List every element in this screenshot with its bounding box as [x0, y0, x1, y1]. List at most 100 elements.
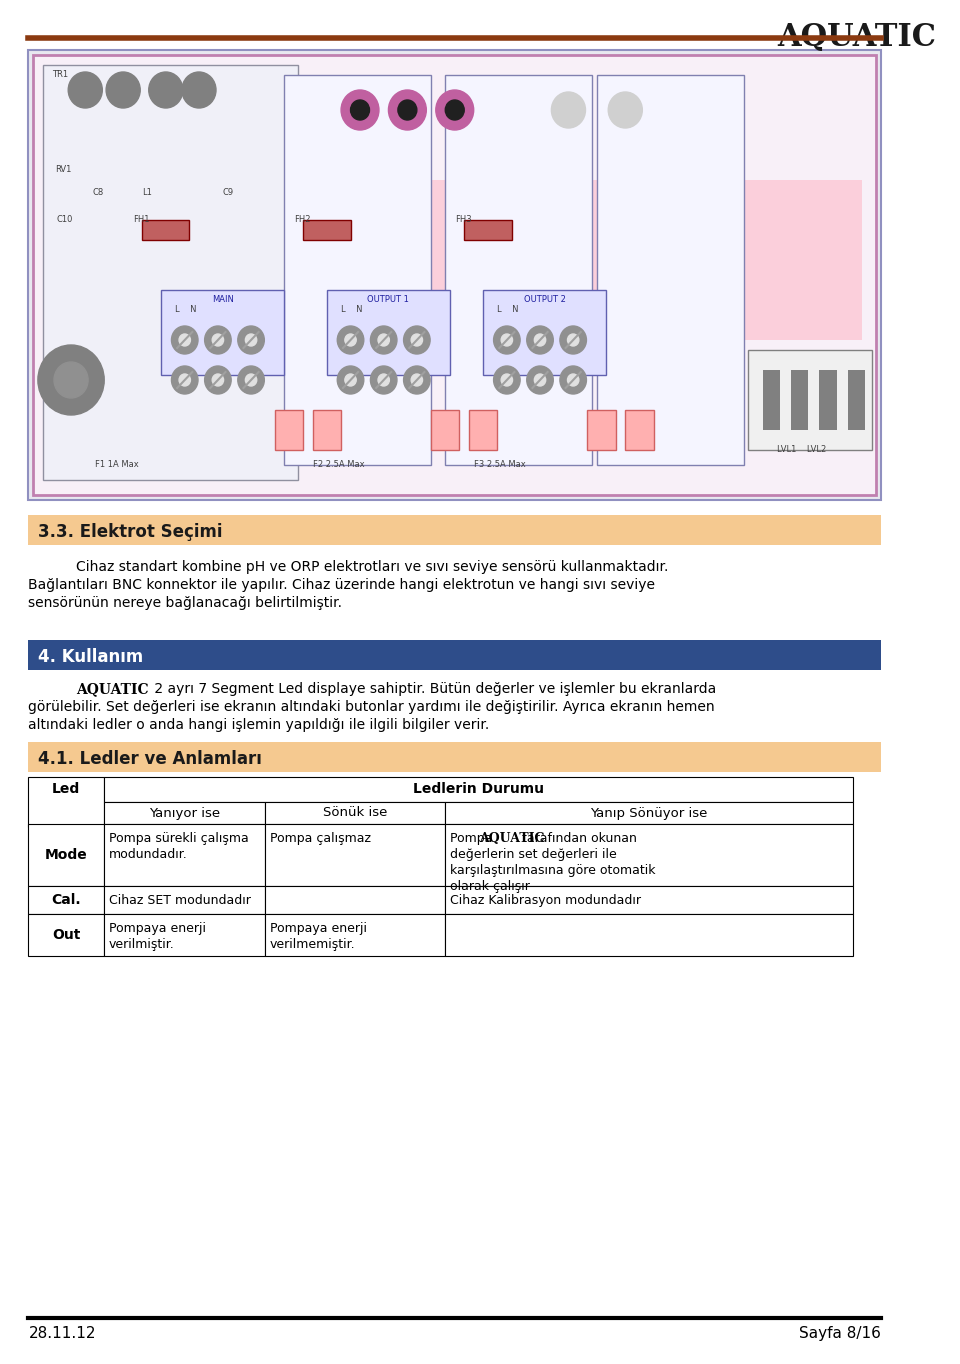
Bar	[29, 516, 881, 546]
Text: L    N: L N	[497, 306, 519, 314]
Bar	[431, 411, 460, 450]
Text: L1: L1	[142, 188, 152, 196]
Text: Ledlerin Durumu: Ledlerin Durumu	[413, 782, 544, 797]
Text: sensörünün nereye bağlanacağı belirtilmiştir.: sensörünün nereye bağlanacağı belirtilmi…	[29, 596, 343, 610]
Bar	[29, 887, 105, 914]
Text: LVL1    LVL2: LVL1 LVL2	[777, 445, 827, 454]
Text: FH3: FH3	[455, 216, 471, 224]
Circle shape	[378, 334, 390, 346]
Text: görülebilir. Set değerleri ise ekranın altındaki butonlar yardımı ile değiştiril: görülebilir. Set değerleri ise ekranın a…	[29, 700, 715, 713]
Bar	[445, 914, 852, 956]
Circle shape	[411, 374, 422, 386]
Circle shape	[54, 361, 88, 398]
Circle shape	[535, 334, 545, 346]
Text: Sayfa 8/16: Sayfa 8/16	[800, 1326, 881, 1341]
Bar	[465, 220, 512, 240]
Text: 3.3. Elektrot Seçimi: 3.3. Elektrot Seçimi	[37, 522, 223, 542]
Text: AQUATIC: AQUATIC	[480, 832, 545, 846]
Bar	[326, 291, 450, 375]
Circle shape	[345, 334, 356, 346]
Circle shape	[560, 366, 587, 394]
Bar	[749, 351, 872, 450]
Bar	[29, 777, 105, 827]
Text: Yanıp Sönüyor ise: Yanıp Sönüyor ise	[590, 806, 708, 820]
Bar	[469, 411, 497, 450]
Circle shape	[345, 374, 356, 386]
Bar	[597, 75, 744, 465]
Circle shape	[246, 374, 256, 386]
Bar	[29, 50, 881, 501]
Bar	[483, 291, 607, 375]
Text: Pompa: Pompa	[450, 832, 496, 846]
Text: F2 2.5A Max: F2 2.5A Max	[313, 460, 364, 469]
Circle shape	[403, 326, 430, 355]
Bar	[105, 887, 265, 914]
Bar	[105, 777, 852, 802]
Circle shape	[560, 326, 587, 355]
Circle shape	[567, 334, 579, 346]
Bar	[265, 824, 445, 887]
Circle shape	[445, 100, 465, 120]
Circle shape	[212, 374, 224, 386]
Bar	[42, 65, 299, 480]
Circle shape	[337, 326, 364, 355]
Circle shape	[204, 326, 231, 355]
Text: TR1: TR1	[52, 70, 68, 79]
Bar	[848, 370, 865, 430]
Text: AQUATIC: AQUATIC	[777, 22, 936, 53]
Text: AQUATIC: AQUATIC	[76, 682, 149, 696]
Circle shape	[212, 334, 224, 346]
Bar	[284, 75, 431, 465]
Text: 28.11.12: 28.11.12	[29, 1326, 96, 1341]
Bar	[445, 824, 852, 887]
Circle shape	[609, 91, 642, 128]
Text: modundadır.: modundadır.	[108, 848, 188, 861]
Circle shape	[68, 72, 103, 108]
Text: Cihaz Kalibrasyon modundadır: Cihaz Kalibrasyon modundadır	[450, 893, 641, 907]
Text: Pompaya enerji: Pompaya enerji	[108, 922, 206, 934]
Bar	[313, 411, 341, 450]
Text: Bağlantıları BNC konnektor ile yapılır. Cihaz üzerinde hangi elektrotun ve hangi: Bağlantıları BNC konnektor ile yapılır. …	[29, 578, 656, 592]
Text: değerlerin set değerleri ile: değerlerin set değerleri ile	[450, 848, 616, 861]
Circle shape	[493, 366, 520, 394]
Circle shape	[37, 345, 105, 415]
Circle shape	[501, 374, 513, 386]
Text: Pompa sürekli çalışma: Pompa sürekli çalışma	[108, 832, 249, 846]
Bar	[29, 640, 881, 670]
Text: Cihaz SET modundadır: Cihaz SET modundadır	[108, 893, 251, 907]
Text: FH1: FH1	[132, 216, 149, 224]
Bar	[588, 411, 615, 450]
Bar	[445, 802, 852, 824]
Text: C10: C10	[57, 216, 73, 224]
Bar	[142, 220, 189, 240]
Circle shape	[238, 326, 264, 355]
Circle shape	[181, 72, 216, 108]
Bar	[303, 220, 350, 240]
Circle shape	[501, 334, 513, 346]
Text: Out: Out	[52, 928, 81, 943]
Bar	[105, 802, 265, 824]
Circle shape	[149, 72, 182, 108]
Text: tarafından okunan: tarafından okunan	[518, 832, 636, 846]
Circle shape	[535, 374, 545, 386]
Circle shape	[567, 374, 579, 386]
Text: Pompaya enerji: Pompaya enerji	[270, 922, 367, 934]
Circle shape	[337, 366, 364, 394]
Circle shape	[371, 366, 396, 394]
Bar	[29, 742, 881, 772]
Text: F3 2.5A Max: F3 2.5A Max	[473, 460, 525, 469]
Circle shape	[204, 366, 231, 394]
Circle shape	[493, 326, 520, 355]
Bar	[445, 75, 592, 465]
Text: Cal.: Cal.	[52, 893, 82, 907]
Circle shape	[350, 100, 370, 120]
Circle shape	[403, 366, 430, 394]
Bar	[762, 370, 780, 430]
Bar	[284, 180, 862, 340]
Bar	[625, 411, 654, 450]
Circle shape	[397, 100, 417, 120]
Circle shape	[527, 326, 553, 355]
Circle shape	[378, 374, 390, 386]
Bar	[791, 370, 808, 430]
Text: L    N: L N	[341, 306, 363, 314]
